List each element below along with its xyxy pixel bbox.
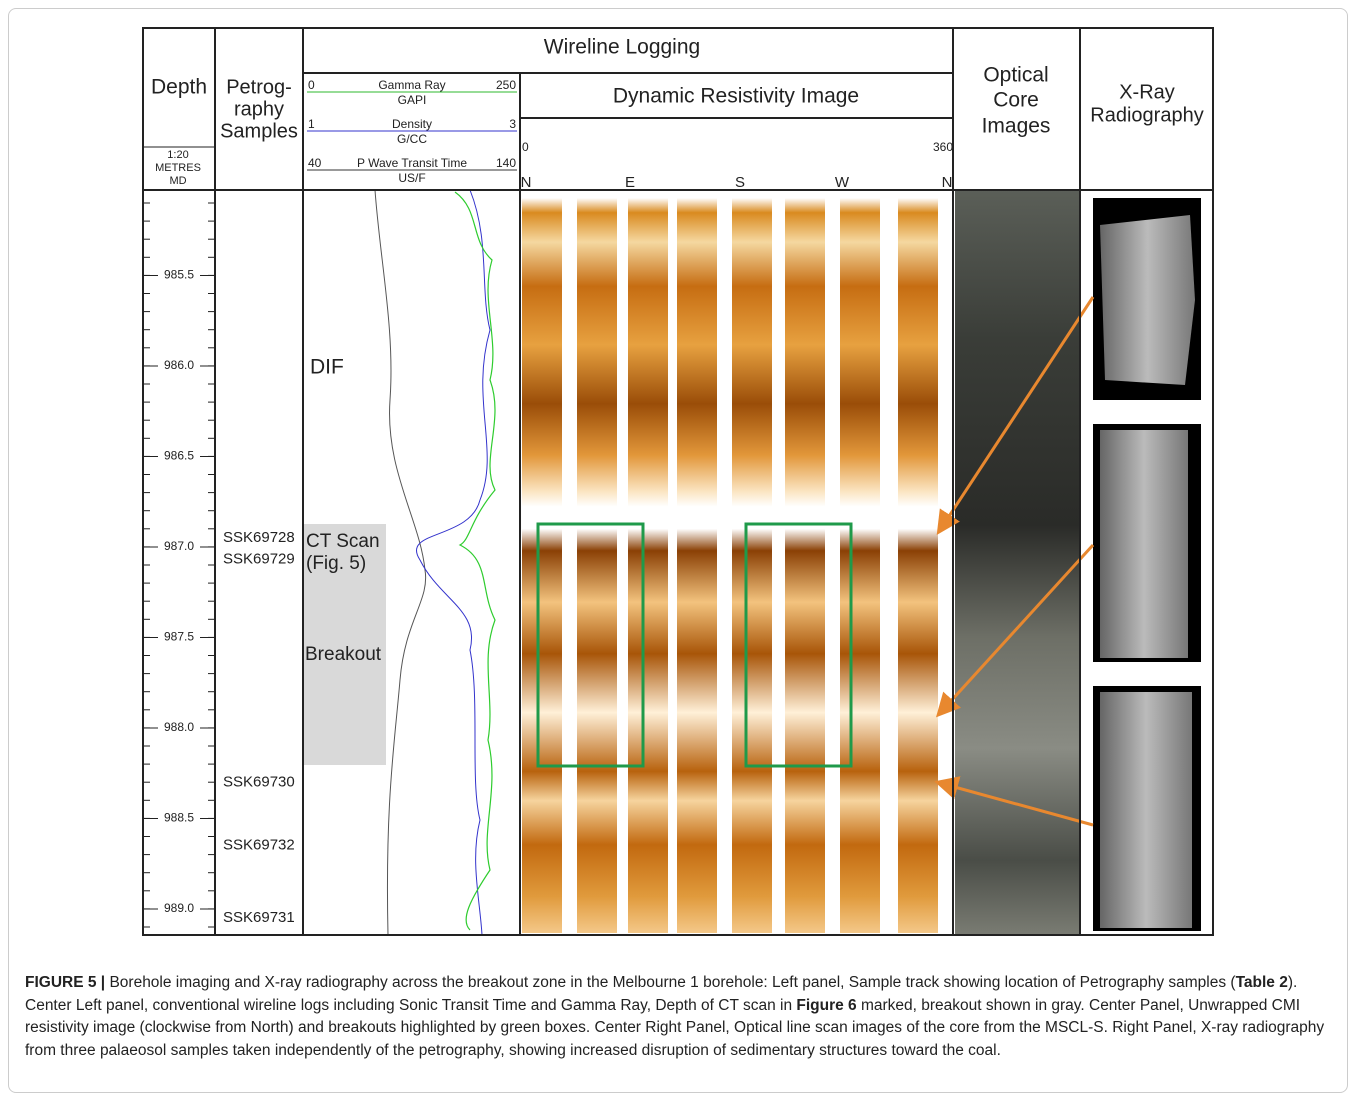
scale-label: METRES xyxy=(155,162,201,174)
header: Petrog- xyxy=(226,76,292,98)
header: Samples xyxy=(220,120,298,142)
caption-ref: Figure 6 xyxy=(796,997,856,1014)
log-max: 140 xyxy=(496,156,516,170)
header: Optical xyxy=(983,64,1048,87)
sample-label: SSK69729 xyxy=(223,551,295,568)
caption-label: FIGURE 5 | xyxy=(25,974,105,991)
resistivity-pad xyxy=(577,198,617,933)
caption-ref: Table 2 xyxy=(1236,974,1288,991)
annotation: (Fig. 5) xyxy=(306,553,366,574)
scale-label: MD xyxy=(169,175,186,187)
header: Dynamic Resistivity Image xyxy=(613,85,859,108)
log-unit: G/CC xyxy=(397,132,427,146)
figure: Depth Petrog- raphy Samples 1:20 METRES … xyxy=(0,0,1358,960)
depth-label: 987.5 xyxy=(164,630,194,644)
log-unit: US/F xyxy=(398,171,425,185)
header: raphy xyxy=(234,98,284,120)
resistivity-pad xyxy=(732,198,772,933)
log-curve xyxy=(455,192,495,930)
depth-label: 986.0 xyxy=(164,358,194,372)
xray-sample xyxy=(1100,215,1195,385)
caption-text: Borehole imaging and X-ray radiography a… xyxy=(105,974,1235,991)
scale-label: 360 xyxy=(933,140,953,154)
header: Core xyxy=(993,89,1039,112)
log-curve xyxy=(416,190,490,935)
page: Depth Petrog- raphy Samples 1:20 METRES … xyxy=(0,0,1358,1103)
resistivity-pad xyxy=(898,198,938,933)
header: Radiography xyxy=(1090,104,1203,126)
optical-core-image xyxy=(955,190,1080,935)
depth-label: 988.5 xyxy=(164,811,194,825)
log-max: 250 xyxy=(496,78,516,92)
resistivity-pad xyxy=(785,198,825,933)
log-min: 1 xyxy=(308,117,315,131)
header: Depth xyxy=(151,76,207,99)
log-min: 40 xyxy=(308,156,322,170)
header: Wireline Logging xyxy=(544,36,700,59)
sample-label: SSK69732 xyxy=(223,837,295,854)
caption: FIGURE 5 | Borehole imaging and X-ray ra… xyxy=(25,972,1330,1062)
direction-label: N xyxy=(942,174,953,191)
depth-label: 989.0 xyxy=(164,901,194,915)
depth-label: 985.5 xyxy=(164,268,194,282)
annotation: CT Scan xyxy=(306,531,380,552)
log-max: 3 xyxy=(509,117,516,131)
resistivity-pad xyxy=(522,198,562,933)
log-unit: GAPI xyxy=(398,93,427,107)
header: X-Ray xyxy=(1119,81,1175,103)
depth-label: 987.0 xyxy=(164,539,194,553)
direction-label: W xyxy=(835,174,850,191)
panel-art xyxy=(303,190,1201,935)
direction-label: E xyxy=(625,174,635,191)
log-name: P Wave Transit Time xyxy=(357,156,467,170)
depth-label: 986.5 xyxy=(164,449,194,463)
resistivity-pad xyxy=(628,198,668,933)
resistivity-pad xyxy=(677,198,717,933)
scale-label: 0 xyxy=(522,140,529,154)
annotation: Breakout xyxy=(305,644,382,665)
header: Images xyxy=(982,115,1051,138)
log-name: Gamma Ray xyxy=(378,78,445,92)
direction-label: S xyxy=(735,174,745,191)
sample-label: SSK69728 xyxy=(223,529,295,546)
direction-label: N xyxy=(521,174,532,191)
resistivity-pad xyxy=(840,198,880,933)
depth-label: 988.0 xyxy=(164,720,194,734)
log-name: Density xyxy=(392,117,432,131)
scale-label: 1:20 xyxy=(167,149,188,161)
xray-sample xyxy=(1100,692,1192,928)
xray-sample xyxy=(1100,430,1188,658)
log-min: 0 xyxy=(308,78,315,92)
sample-label: SSK69731 xyxy=(223,909,295,926)
annotation: DIF xyxy=(310,356,344,379)
sample-label: SSK69730 xyxy=(223,773,295,790)
